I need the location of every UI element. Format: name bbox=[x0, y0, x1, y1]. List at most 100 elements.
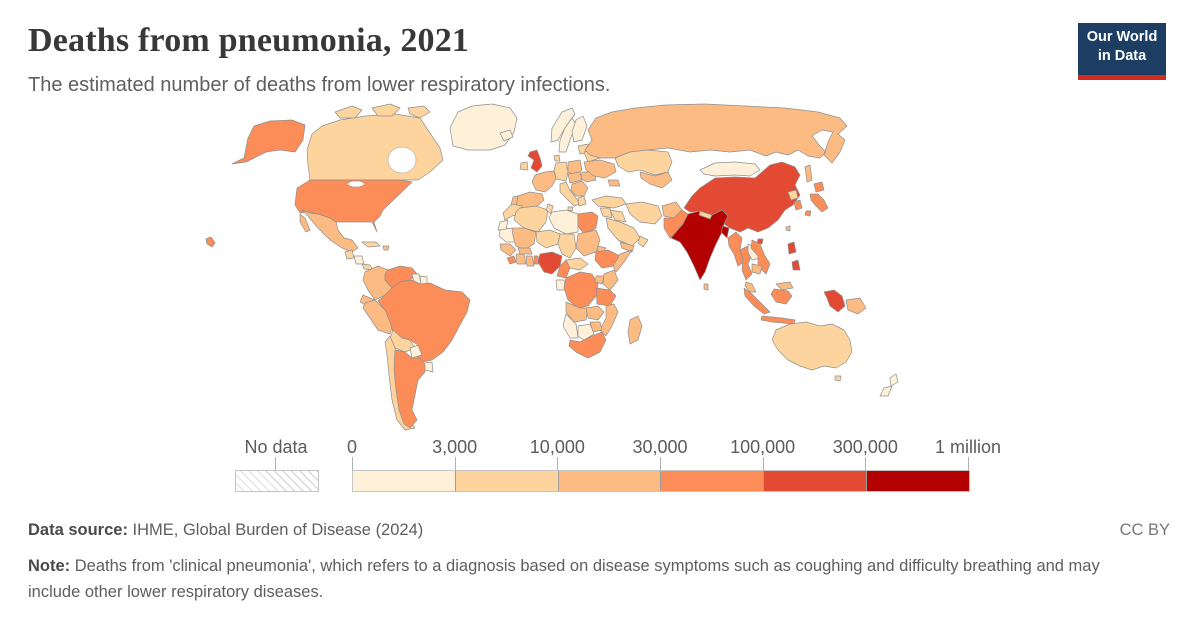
country-indonesia-java[interactable] bbox=[760, 315, 796, 325]
country-mongolia[interactable] bbox=[699, 161, 761, 177]
country-western-sahara[interactable] bbox=[497, 219, 509, 231]
country-denmark[interactable] bbox=[553, 154, 561, 162]
country-mali[interactable] bbox=[511, 227, 537, 251]
country-uganda[interactable] bbox=[594, 275, 605, 285]
legend-bin-0[interactable] bbox=[353, 471, 456, 491]
country-central-europe[interactable] bbox=[567, 171, 583, 184]
country-north-korea[interactable] bbox=[787, 189, 799, 201]
country-sri-lanka[interactable] bbox=[703, 283, 709, 291]
country-argentina[interactable] bbox=[393, 349, 426, 429]
country-vietnam[interactable] bbox=[750, 239, 771, 275]
country-iran[interactable] bbox=[625, 201, 663, 225]
country-cambodia[interactable] bbox=[751, 263, 763, 275]
country-hispaniola[interactable] bbox=[382, 245, 390, 251]
country-central-african-republic[interactable] bbox=[565, 257, 589, 271]
country-guatemala[interactable] bbox=[344, 249, 355, 260]
country-yemen[interactable] bbox=[619, 241, 635, 253]
country-baja[interactable] bbox=[299, 213, 311, 233]
country-japan-hokkaido[interactable] bbox=[813, 181, 825, 193]
country-hawaii[interactable] bbox=[205, 236, 216, 248]
country-finland[interactable] bbox=[571, 115, 588, 143]
country-taiwan[interactable] bbox=[785, 225, 791, 232]
country-madagascar[interactable] bbox=[627, 315, 643, 345]
country-ghana[interactable] bbox=[525, 255, 535, 267]
country-indonesia-sumatra[interactable] bbox=[743, 287, 771, 315]
country-peru[interactable] bbox=[362, 299, 394, 335]
country-alaska[interactable] bbox=[231, 119, 306, 165]
country-france[interactable] bbox=[531, 170, 557, 193]
country-balkans[interactable] bbox=[570, 180, 589, 197]
country-central-asia[interactable] bbox=[639, 171, 673, 189]
country-senegal-guinea[interactable] bbox=[499, 243, 517, 257]
country-malaysia[interactable] bbox=[744, 281, 757, 293]
country-somalia[interactable] bbox=[612, 249, 633, 273]
country-new-zealand-south[interactable] bbox=[879, 385, 893, 397]
country-honduras-nicaragua[interactable] bbox=[353, 255, 365, 265]
country-new-zealand-north[interactable] bbox=[889, 373, 899, 387]
country-russia[interactable] bbox=[584, 103, 848, 164]
country-brazil[interactable] bbox=[377, 279, 471, 363]
legend-no-data-swatch[interactable] bbox=[235, 470, 319, 492]
country-ireland[interactable] bbox=[519, 161, 529, 171]
country-sierra-leone[interactable] bbox=[506, 255, 517, 265]
license-link[interactable]: CC BY bbox=[1119, 521, 1170, 539]
country-greenland[interactable] bbox=[449, 103, 518, 151]
country-burkina-faso[interactable] bbox=[517, 247, 533, 255]
legend-bin-5[interactable] bbox=[867, 471, 969, 491]
country-canada-arctic-3[interactable] bbox=[407, 105, 431, 119]
country-cuba[interactable] bbox=[361, 241, 381, 248]
country-oman[interactable] bbox=[637, 235, 649, 248]
country-caucasus[interactable] bbox=[607, 179, 621, 187]
country-namibia[interactable] bbox=[562, 313, 579, 339]
country-malaysia-borneo[interactable] bbox=[775, 281, 794, 291]
country-canada[interactable] bbox=[306, 113, 444, 181]
country-tasmania[interactable] bbox=[834, 375, 842, 382]
country-mexico[interactable] bbox=[301, 209, 359, 253]
legend-bin-1[interactable] bbox=[455, 471, 559, 491]
country-papua-new-guinea[interactable] bbox=[845, 297, 867, 315]
country-botswana[interactable] bbox=[577, 323, 595, 341]
country-nigeria[interactable] bbox=[537, 251, 563, 275]
country-china[interactable] bbox=[683, 161, 801, 233]
country-hainan[interactable] bbox=[756, 238, 764, 245]
country-japan-honshu[interactable] bbox=[809, 193, 829, 213]
country-philippines-mindanao[interactable] bbox=[791, 259, 801, 271]
country-ivory-coast[interactable] bbox=[515, 253, 527, 265]
country-sakhalin[interactable] bbox=[804, 164, 813, 183]
country-paraguay[interactable] bbox=[409, 344, 423, 359]
country-greece[interactable] bbox=[577, 195, 587, 207]
country-south-africa[interactable] bbox=[568, 331, 607, 359]
country-drc[interactable] bbox=[563, 271, 599, 309]
legend-bin-4[interactable] bbox=[764, 471, 868, 491]
country-iceland[interactable] bbox=[499, 129, 514, 142]
country-australia[interactable] bbox=[771, 321, 853, 371]
country-kenya[interactable] bbox=[602, 269, 619, 291]
country-united-kingdom[interactable] bbox=[527, 149, 543, 173]
country-canada-arctic-1[interactable] bbox=[334, 105, 363, 119]
country-ukraine[interactable] bbox=[583, 159, 617, 179]
country-zambia[interactable] bbox=[585, 305, 605, 321]
country-mozambique[interactable] bbox=[599, 303, 619, 337]
country-turkey[interactable] bbox=[591, 195, 627, 209]
country-saudi-arabia[interactable] bbox=[605, 217, 641, 247]
country-sulawesi[interactable] bbox=[823, 289, 846, 313]
country-united-states[interactable] bbox=[294, 179, 413, 233]
country-egypt[interactable] bbox=[577, 211, 599, 235]
country-canada-arctic-2[interactable] bbox=[371, 103, 401, 117]
legend-bin-3[interactable] bbox=[661, 471, 765, 491]
legend-bin-2[interactable] bbox=[558, 471, 662, 491]
country-bangladesh[interactable] bbox=[720, 225, 730, 239]
country-cameroon[interactable] bbox=[556, 259, 571, 279]
country-iraq[interactable] bbox=[609, 209, 627, 223]
country-niger[interactable] bbox=[535, 229, 561, 249]
country-libya[interactable] bbox=[548, 209, 579, 235]
country-chad[interactable] bbox=[557, 233, 577, 259]
country-japan-kyushu[interactable] bbox=[804, 210, 812, 217]
country-indonesia-borneo[interactable] bbox=[770, 288, 793, 305]
country-tanzania[interactable] bbox=[595, 287, 617, 307]
country-angola[interactable] bbox=[565, 301, 589, 323]
country-philippines-luzon[interactable] bbox=[787, 241, 797, 255]
country-south-korea[interactable] bbox=[793, 199, 803, 211]
owid-logo[interactable]: Our World in Data bbox=[1078, 23, 1166, 80]
country-morocco[interactable] bbox=[502, 203, 523, 221]
